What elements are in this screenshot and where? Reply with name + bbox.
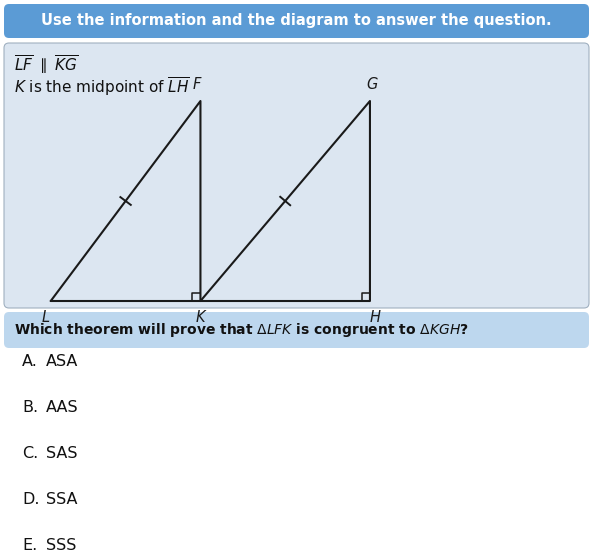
Text: SSS: SSS [46,538,76,551]
Text: H: H [369,310,381,325]
Text: Which theorem will prove that $\Delta LFK$ is congruent to $\Delta KGH$?: Which theorem will prove that $\Delta LF… [14,321,468,339]
Text: Use the information and the diagram to answer the question.: Use the information and the diagram to a… [41,14,552,29]
Text: ASA: ASA [46,354,78,370]
Text: C.: C. [22,446,39,462]
Text: F: F [192,77,200,92]
Text: E.: E. [22,538,37,551]
Text: L: L [42,310,50,325]
Text: G: G [366,77,378,92]
Text: K: K [196,310,205,325]
Text: $K$ is the midpoint of $\overline{LH}$: $K$ is the midpoint of $\overline{LH}$ [14,75,190,99]
Text: AAS: AAS [46,401,79,415]
FancyBboxPatch shape [4,4,589,38]
Text: A.: A. [22,354,38,370]
Text: $\overline{LF}\ \parallel\ \overline{KG}$: $\overline{LF}\ \parallel\ \overline{KG}… [14,53,78,77]
FancyBboxPatch shape [4,43,589,308]
Text: D.: D. [22,493,40,507]
Text: SSA: SSA [46,493,78,507]
Text: B.: B. [22,401,38,415]
FancyBboxPatch shape [4,312,589,348]
Text: SAS: SAS [46,446,78,462]
